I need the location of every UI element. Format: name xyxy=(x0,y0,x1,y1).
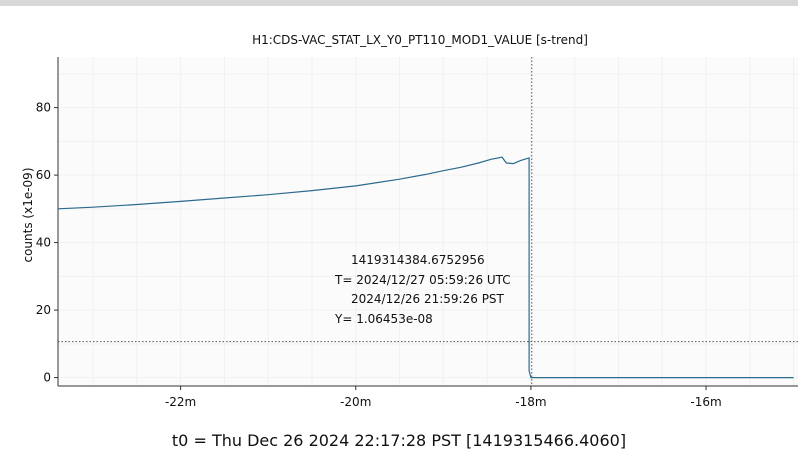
x-tick-label: -16m xyxy=(690,395,721,409)
cursor-value-label: Y= 1.06453e-08 xyxy=(335,312,433,326)
window-top-strip xyxy=(0,0,798,6)
y-tick-label: 40 xyxy=(36,236,51,250)
y-tick-label: 80 xyxy=(36,101,51,115)
t0-footer: t0 = Thu Dec 26 2024 22:17:28 PST [14193… xyxy=(171,431,627,450)
y-tick-label: 20 xyxy=(36,303,51,317)
series-line xyxy=(57,156,794,379)
cursor-pst-label: 2024/12/26 21:59:26 PST xyxy=(351,292,504,306)
plot-background xyxy=(58,57,798,386)
y-axis-label: counts (x1e-09) xyxy=(21,167,35,263)
x-tick-label: -22m xyxy=(165,395,196,409)
x-tick-label: -18m xyxy=(515,395,546,409)
y-tick-label: 0 xyxy=(43,371,51,385)
cursor-utc-label: T= 2024/12/27 05:59:26 UTC xyxy=(335,273,511,287)
chart-title: H1:CDS-VAC_STAT_LX_Y0_PT110_MOD1_VALUE [… xyxy=(252,33,588,47)
x-tick-label: -20m xyxy=(340,395,371,409)
cursor-gps-label: 1419314384.6752956 xyxy=(351,253,485,267)
y-tick-label: 60 xyxy=(36,168,51,182)
